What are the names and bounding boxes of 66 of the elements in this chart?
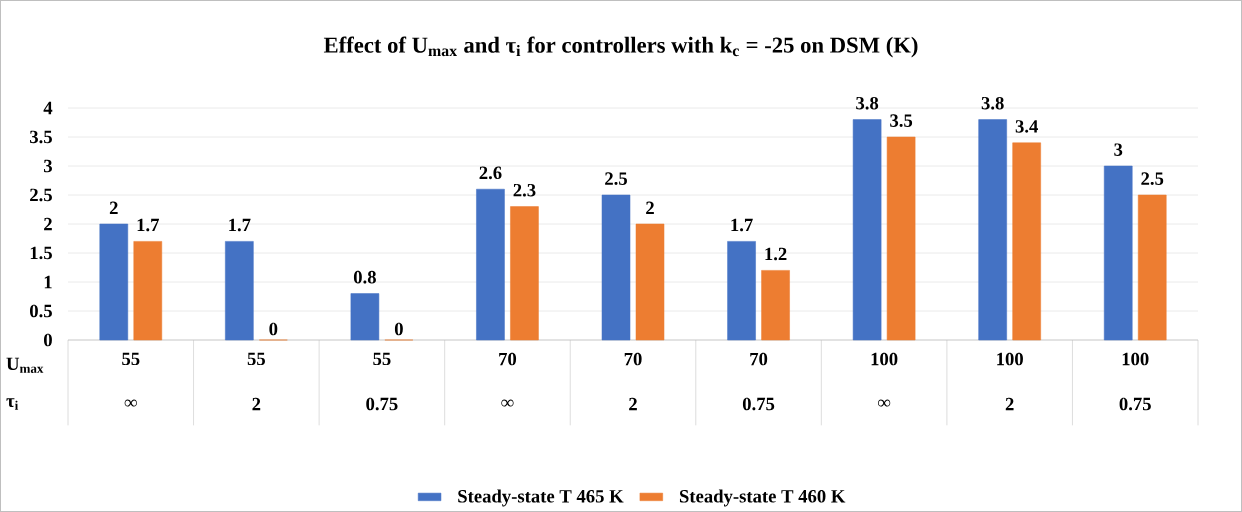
data-label: 3.4: [1015, 120, 1038, 133]
text: ∞: [501, 399, 514, 407]
x-tick-label: 100: [997, 352, 1023, 366]
y-tick-label: 3.5: [30, 130, 52, 144]
bar: [133, 241, 163, 341]
data-label: 1.7: [229, 218, 251, 232]
data-label: 2: [646, 201, 654, 214]
text: U$_{max}$: [6, 357, 44, 373]
text: 2: [629, 397, 637, 411]
bar: [1012, 142, 1041, 341]
bar: [727, 241, 756, 341]
bar: [886, 136, 916, 341]
text: 2: [252, 397, 261, 411]
y-tick-label: 0: [44, 333, 52, 347]
data-label: 3.5: [890, 114, 913, 127]
text: ∞: [877, 399, 891, 407]
bar: [852, 119, 882, 341]
text: 0.75: [742, 397, 775, 411]
legend-label: Steady-state T 460 K: [679, 489, 846, 507]
x-tick-label: 70: [499, 352, 517, 366]
x-tick-label: 100: [871, 352, 898, 366]
x-tick-label: 55: [247, 352, 265, 366]
bar: [476, 188, 505, 341]
x-tick-label: 70: [750, 352, 768, 366]
data-label: 2: [109, 201, 118, 214]
data-label: 2.5: [1141, 172, 1164, 185]
chart-title: Effect of U$_{max}$ and τ$_{i}$ for controllers with k$_{c}$ = -25 on DSM (K): [323, 36, 918, 58]
bar: [350, 293, 380, 341]
y-tick-label: 2.5: [30, 188, 52, 202]
bar: [601, 194, 631, 341]
text: τ$_{i}$: [6, 398, 19, 410]
bar: [635, 223, 665, 341]
data-label: 3: [1114, 143, 1123, 156]
data-label: 1.7: [731, 218, 753, 232]
y-tick-label: 1: [44, 275, 52, 289]
bar: [978, 119, 1007, 341]
text: 2: [1005, 397, 1014, 411]
y-tick-label: 3: [44, 159, 52, 173]
bar: [99, 223, 129, 341]
text: 0.75: [366, 397, 398, 411]
bar: [225, 241, 254, 341]
data-label: 0: [394, 322, 403, 336]
y-tick-label: 1.5: [30, 246, 52, 260]
legend-label: Steady-state T 465 K: [458, 489, 624, 507]
bar: [1137, 194, 1167, 341]
bar: [1103, 165, 1133, 341]
data-label: 1.7: [137, 218, 160, 232]
y-tick-label: 2: [44, 217, 52, 231]
bar: [510, 206, 539, 341]
bar: [761, 270, 790, 341]
data-label: 0.8: [353, 270, 376, 284]
x-tick-label: 55: [373, 352, 391, 366]
y-tick-label: 0.5: [30, 304, 52, 318]
data-label: 2.3: [513, 183, 536, 197]
data-label: 3.8: [981, 96, 1004, 110]
data-label: 0: [269, 322, 278, 336]
text: ∞: [124, 399, 137, 407]
x-tick-label: 100: [1122, 352, 1149, 366]
data-label: 1.2: [765, 247, 787, 261]
x-tick-label: 70: [624, 352, 642, 366]
data-label: 2.6: [479, 166, 502, 180]
text: 0.75: [1119, 397, 1151, 411]
data-label: 3.8: [856, 96, 879, 110]
y-tick-label: 4: [43, 101, 53, 115]
x-tick-label: 55: [122, 352, 140, 366]
data-label: 2.5: [605, 172, 627, 185]
